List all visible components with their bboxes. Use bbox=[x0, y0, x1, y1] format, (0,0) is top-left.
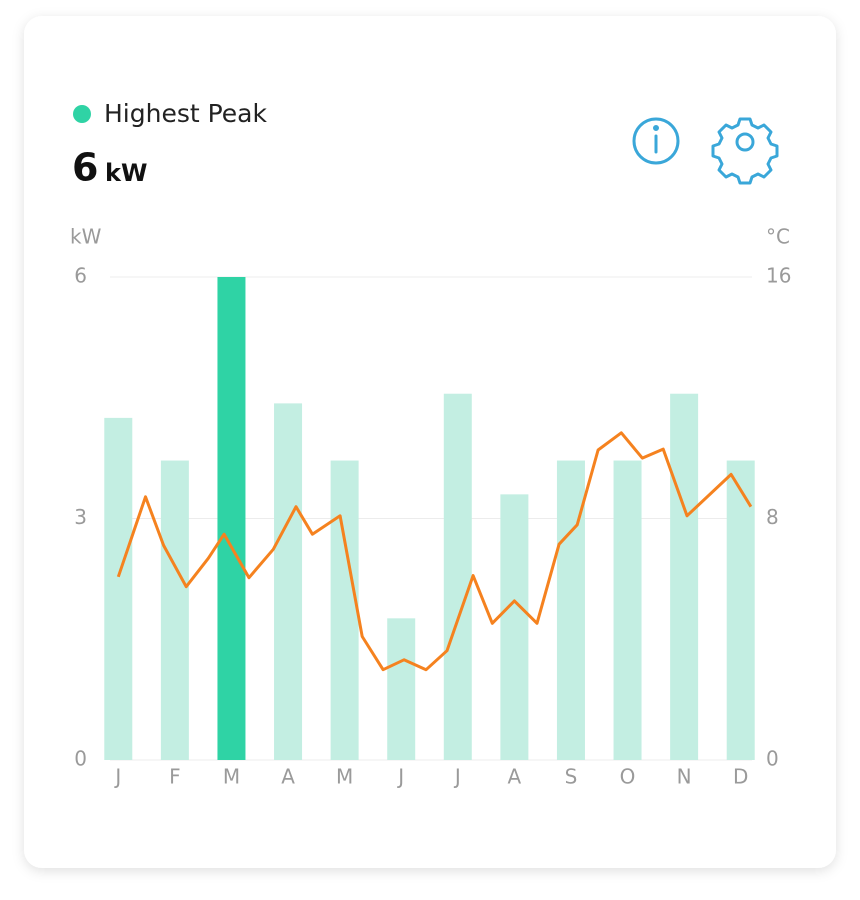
y-tick-label: 0 bbox=[74, 747, 87, 771]
x-tick-label: J bbox=[113, 765, 121, 789]
legend-label: Highest Peak bbox=[104, 99, 267, 128]
y-tick-label: 3 bbox=[74, 505, 87, 529]
bar bbox=[613, 460, 642, 760]
settings-button[interactable] bbox=[711, 117, 779, 185]
bar bbox=[217, 277, 246, 760]
bar bbox=[500, 494, 529, 760]
bar bbox=[726, 460, 755, 760]
x-tick-label: M bbox=[336, 765, 353, 789]
bar bbox=[443, 393, 472, 760]
plot: kW °C 0 3 6 0 8 16 J F M A M J J A S O N D bbox=[70, 225, 791, 789]
y2-tick-label: 8 bbox=[766, 505, 779, 529]
y2-tick-label: 16 bbox=[766, 264, 791, 288]
bar bbox=[274, 403, 303, 760]
peak-unit: kW bbox=[105, 159, 147, 187]
bar bbox=[330, 460, 359, 760]
y-axis-label: kW bbox=[70, 225, 102, 249]
x-tick-label: J bbox=[453, 765, 461, 789]
x-tick-label: D bbox=[733, 765, 748, 789]
bar bbox=[160, 460, 189, 760]
x-tick-label: J bbox=[396, 765, 404, 789]
y2-axis-label: °C bbox=[766, 225, 790, 249]
info-button[interactable] bbox=[632, 117, 680, 165]
x-tick-label: A bbox=[281, 765, 295, 789]
x-tick-label: M bbox=[223, 765, 240, 789]
legend-dot bbox=[73, 105, 91, 123]
temperature-line bbox=[116, 431, 753, 672]
x-tick-label: N bbox=[677, 765, 692, 789]
peak-value: 6 bbox=[72, 146, 98, 190]
y-tick-label: 6 bbox=[74, 264, 87, 288]
x-tick-label: F bbox=[169, 765, 181, 789]
bar bbox=[387, 618, 416, 760]
x-tick-label: S bbox=[565, 765, 578, 789]
bar bbox=[104, 417, 133, 760]
x-tick-label: O bbox=[620, 765, 636, 789]
card bbox=[24, 16, 836, 868]
x-tick-label: A bbox=[508, 765, 522, 789]
bar bbox=[556, 460, 585, 760]
y2-tick-label: 0 bbox=[766, 747, 779, 771]
bar bbox=[670, 393, 699, 760]
